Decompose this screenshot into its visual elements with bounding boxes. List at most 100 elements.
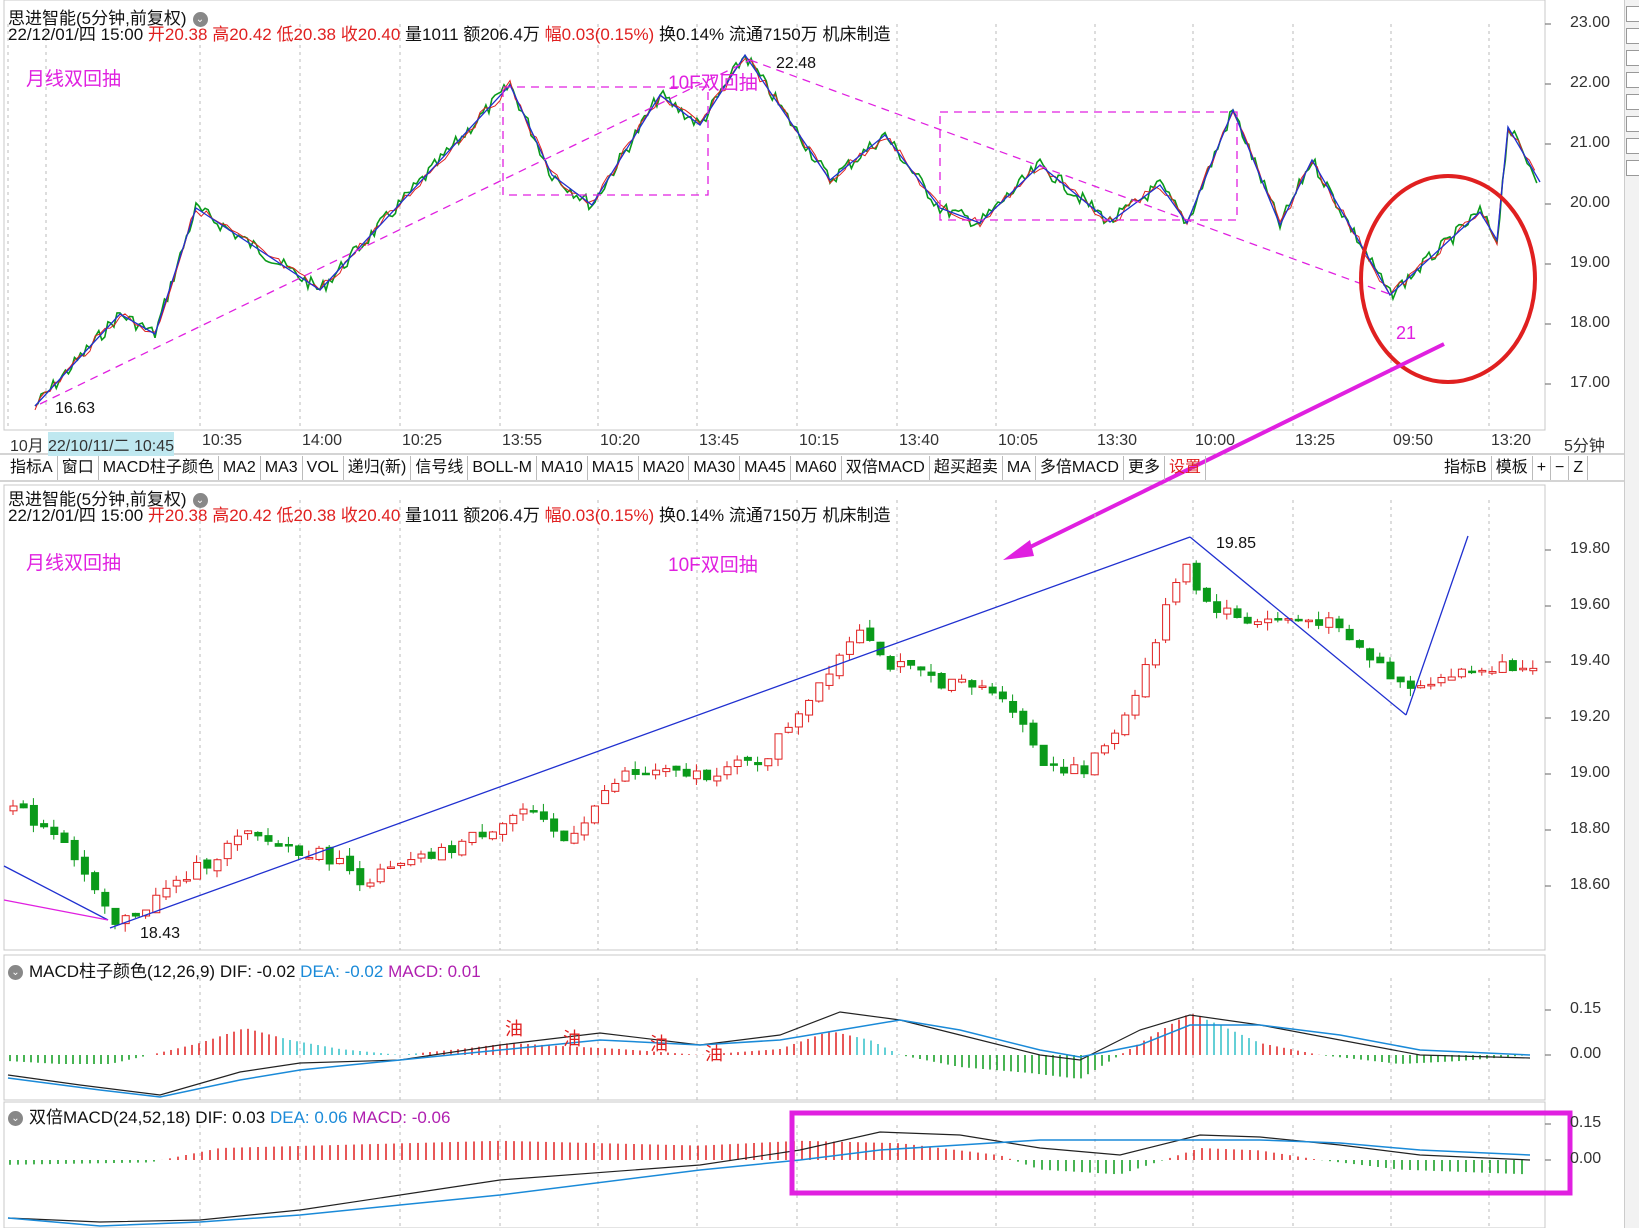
toolbar-item[interactable]: 指标A xyxy=(6,456,58,480)
candle-body xyxy=(601,790,610,805)
y-tick-label: 0.15 xyxy=(1570,1114,1602,1131)
x-tick-label: 13:45 xyxy=(699,432,740,449)
label-low-mid: 18.43 xyxy=(140,925,181,942)
candle-body xyxy=(978,685,987,688)
low-price: 低20.38 xyxy=(276,25,337,44)
candle-body xyxy=(692,770,701,780)
mid-trend-line xyxy=(3,865,109,921)
candle-body xyxy=(1202,587,1211,602)
candle-body xyxy=(417,853,426,859)
period-label[interactable]: 5分钟 xyxy=(1564,438,1605,455)
x-tick-label: 13:40 xyxy=(899,432,940,449)
candle-body xyxy=(917,666,926,671)
candle-body xyxy=(91,872,100,891)
scroll-button[interactable] xyxy=(1626,160,1639,176)
toolbar-right-item[interactable]: Z xyxy=(1569,456,1589,480)
candle-body xyxy=(60,832,69,843)
stock-title-2: 思进智能(5分钟,前复权) xyxy=(8,490,187,509)
scroll-button[interactable] xyxy=(1626,116,1639,132)
note-monthly: 月线双回抽 xyxy=(26,69,122,90)
candle-body xyxy=(1478,669,1487,673)
candle-body xyxy=(784,726,793,733)
toolbar-item[interactable]: VOL xyxy=(303,456,344,480)
toolbar-item[interactable]: 更多 xyxy=(1124,456,1165,480)
candle-body xyxy=(40,823,49,828)
scroll-button[interactable] xyxy=(1626,50,1639,66)
label-21: 21 xyxy=(1396,323,1417,343)
x-tick-label: 13:25 xyxy=(1295,432,1336,449)
toolbar-item[interactable]: MACD柱子颜色 xyxy=(99,456,219,480)
toolbar-right-item[interactable]: 指标B xyxy=(1440,456,1492,480)
toolbar-right-item[interactable]: + xyxy=(1533,456,1552,480)
note-monthly-2: 月线双回抽 xyxy=(26,553,122,574)
box-region xyxy=(502,86,709,196)
candle-body xyxy=(1223,607,1232,615)
toolbar-item[interactable]: MA30 xyxy=(689,456,741,480)
candle-body xyxy=(193,861,202,880)
toolbar-item[interactable]: MA2 xyxy=(219,456,261,480)
toolbar-item[interactable]: MA60 xyxy=(791,456,842,480)
chevron-down-icon[interactable]: ⌄ xyxy=(8,1111,23,1127)
volume: 量1011 xyxy=(405,25,459,44)
candle-body xyxy=(703,769,712,781)
candle-body xyxy=(662,768,671,773)
x-tick-label: 10:25 xyxy=(402,432,443,449)
toolbar-item[interactable]: MA10 xyxy=(537,456,588,480)
candle-body xyxy=(1325,617,1334,628)
toolbar-item[interactable]: 窗口 xyxy=(58,456,99,480)
candle-body xyxy=(580,822,589,836)
candle-body xyxy=(1192,562,1201,591)
mid-trend-line xyxy=(1189,536,1407,716)
toolbar-item[interactable]: BOLL-M xyxy=(468,456,537,480)
scroll-button[interactable] xyxy=(1626,94,1639,110)
candle-body xyxy=(1427,683,1436,687)
candle-body xyxy=(631,769,640,775)
candle-body xyxy=(1131,694,1140,716)
toolbar-item[interactable]: MA15 xyxy=(588,456,639,480)
chevron-down-icon[interactable]: ⌄ xyxy=(192,493,208,509)
label-high-top: 22.48 xyxy=(776,55,817,72)
amount: 额206.4万 xyxy=(463,25,540,44)
macd-header: ⌄ MACD柱子颜色(12,26,9) DIF: -0.02 DEA: -0.02… xyxy=(8,962,481,982)
toolbar-item[interactable]: 递归(新) xyxy=(344,456,412,480)
indicator-toolbar-right: 指标B 模板 + − Z xyxy=(1440,456,1589,480)
candle-body xyxy=(233,835,242,846)
candle-body xyxy=(1529,667,1538,672)
toolbar-item[interactable]: 超买超卖 xyxy=(930,456,1003,480)
open-price-2: 开20.38 xyxy=(147,506,208,525)
candle-body xyxy=(1019,710,1028,725)
candle-body xyxy=(19,803,28,809)
candle-body xyxy=(1009,700,1018,713)
highlight-ellipse xyxy=(1359,174,1537,384)
scroll-button[interactable] xyxy=(1626,72,1639,88)
scroll-button[interactable] xyxy=(1626,138,1639,154)
toolbar-item[interactable]: MA45 xyxy=(740,456,791,480)
dmacd-value: MACD: -0.06 xyxy=(352,1108,451,1127)
scroll-button[interactable] xyxy=(1626,28,1639,44)
high-price: 高20.42 xyxy=(212,25,272,44)
candle-body xyxy=(713,775,722,782)
x-tick-label: 10:00 xyxy=(1195,432,1236,449)
right-scrollbar[interactable] xyxy=(1624,0,1639,1228)
toolbar-item[interactable]: 信号线 xyxy=(411,456,469,480)
candle-body xyxy=(968,680,977,688)
high-price-2: 高20.42 xyxy=(212,506,272,525)
toolbar-item[interactable]: 双倍MACD xyxy=(842,456,930,480)
macd-dif: DIF: -0.02 xyxy=(219,962,296,981)
chevron-down-icon[interactable]: ⌄ xyxy=(192,12,208,28)
candle-body xyxy=(488,831,497,840)
chevron-down-icon[interactable]: ⌄ xyxy=(8,965,23,981)
candle-body xyxy=(407,859,416,866)
scroll-button[interactable] xyxy=(1626,6,1639,22)
toolbar-item[interactable]: 设置 xyxy=(1165,456,1206,480)
toolbar-item[interactable]: MA3 xyxy=(261,456,303,480)
toolbar-right-item[interactable]: 模板 xyxy=(1492,456,1533,480)
candle-body xyxy=(570,832,579,844)
dmacd-dif-line xyxy=(7,1131,1531,1223)
toolbar-item[interactable]: 多倍MACD xyxy=(1036,456,1124,480)
toolbar-item[interactable]: MA xyxy=(1003,456,1036,480)
y-tick-label: 0.00 xyxy=(1570,1045,1602,1062)
toolbar-item[interactable]: MA20 xyxy=(639,456,690,480)
toolbar-right-item[interactable]: − xyxy=(1551,456,1570,480)
